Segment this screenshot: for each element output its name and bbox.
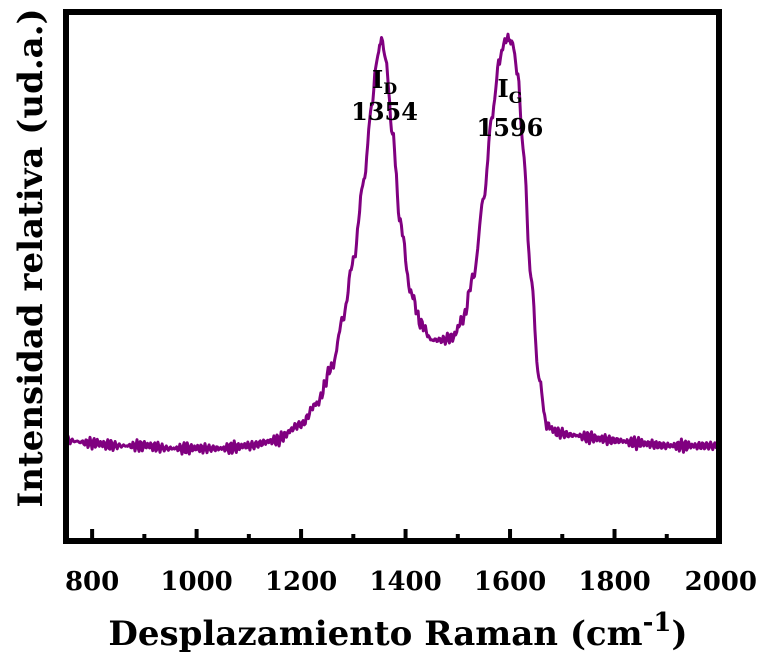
x-axis-title: Desplazamiento Raman (cm-1)	[108, 608, 687, 652]
x-tick-label: 2000	[685, 567, 757, 597]
peak-label-g: IG	[497, 74, 522, 107]
peak-value-g: 1596	[477, 113, 544, 142]
x-tick-label: 800	[65, 567, 119, 597]
plot-frame	[63, 9, 722, 544]
peak-value-d: 1354	[351, 97, 418, 126]
x-tick-label: 1400	[369, 567, 441, 597]
peak-label-d: ID	[372, 65, 397, 98]
x-axis-title-close: )	[671, 614, 687, 652]
x-axis-title-superscript: -1	[643, 608, 672, 638]
plot-layer	[64, 32, 721, 456]
x-tick-label: 1600	[474, 567, 546, 597]
x-tick-label: 1000	[160, 567, 232, 597]
x-tick-label: 1200	[265, 567, 337, 597]
series-line-0	[64, 32, 721, 456]
x-axis-title-text: Desplazamiento Raman (cm	[108, 614, 642, 652]
x-tick-labels-layer: 800 1000 1200 1400 1600 1800 2000	[65, 567, 757, 597]
y-axis-title: Intensidad relativa (ud.a.)	[11, 8, 51, 507]
x-tick-label: 1800	[578, 567, 650, 597]
